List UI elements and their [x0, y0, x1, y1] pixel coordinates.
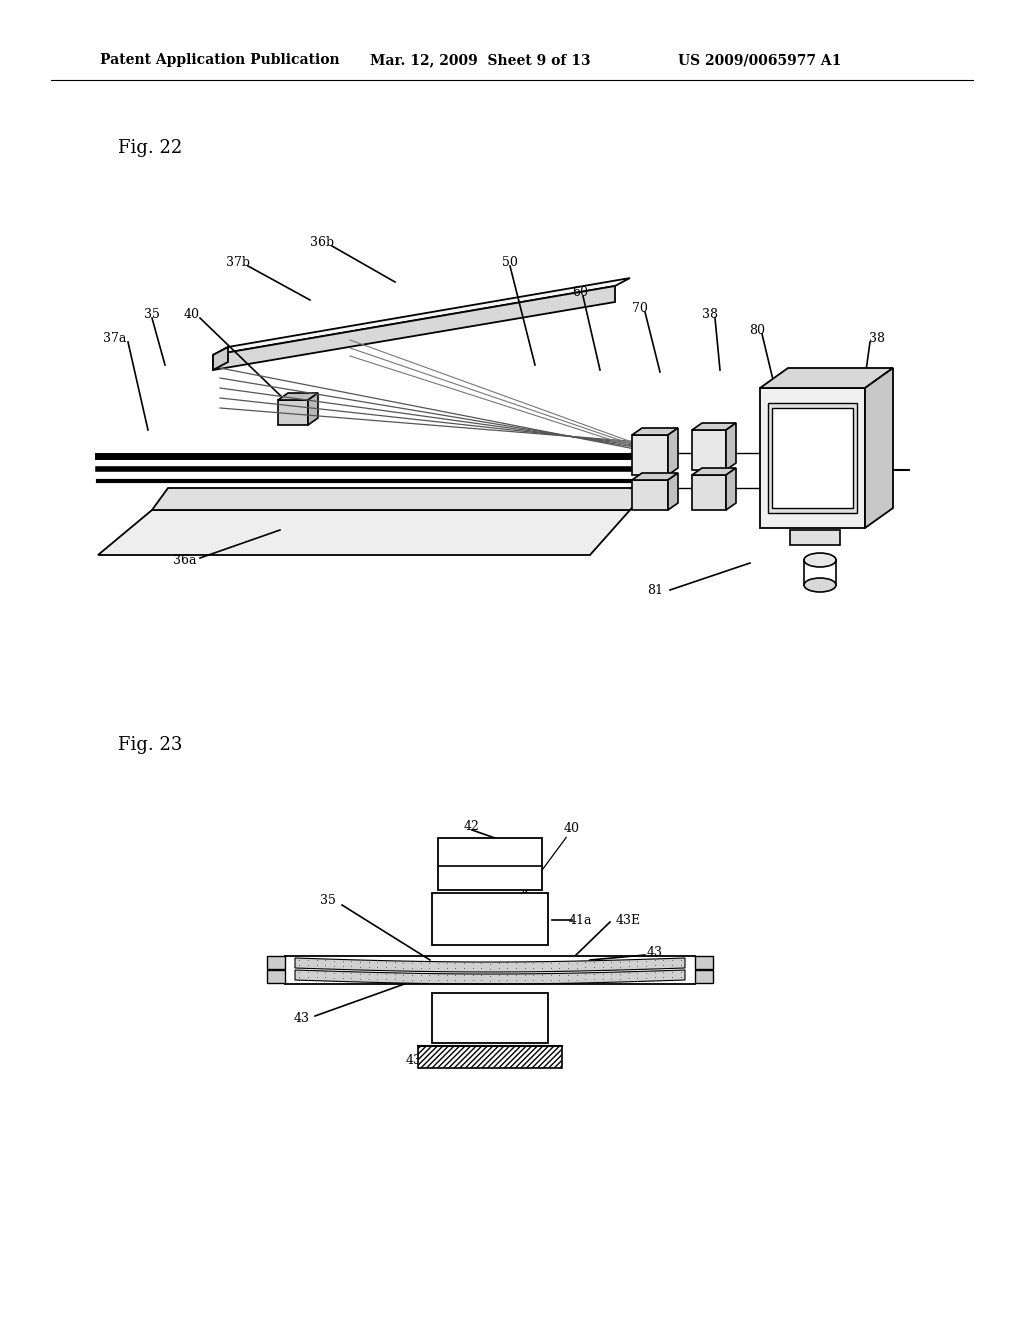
Polygon shape [632, 480, 668, 510]
Text: 40: 40 [564, 821, 580, 834]
Text: 35: 35 [321, 894, 336, 907]
Polygon shape [213, 279, 630, 355]
Text: Fig. 22: Fig. 22 [118, 139, 182, 157]
Text: 81: 81 [647, 583, 663, 597]
Text: 43E: 43E [615, 913, 641, 927]
Polygon shape [692, 475, 726, 510]
Text: Fig. 23: Fig. 23 [118, 737, 182, 754]
Polygon shape [632, 428, 678, 436]
Polygon shape [692, 469, 736, 475]
Text: 70: 70 [632, 301, 648, 314]
Text: 37b: 37b [226, 256, 250, 268]
Bar [695, 970, 713, 983]
Polygon shape [692, 422, 736, 430]
Polygon shape [278, 393, 318, 400]
Text: 43E: 43E [406, 1053, 430, 1067]
Polygon shape [152, 488, 650, 510]
Polygon shape [308, 393, 318, 425]
Polygon shape [295, 970, 685, 983]
Text: 43: 43 [294, 1011, 310, 1024]
Polygon shape [726, 422, 736, 470]
Polygon shape [668, 473, 678, 510]
Ellipse shape [804, 553, 836, 568]
Polygon shape [726, 469, 736, 510]
Text: 36a: 36a [173, 553, 197, 566]
Polygon shape [790, 531, 840, 545]
Polygon shape [213, 347, 228, 370]
Bar [267, 970, 285, 983]
Polygon shape [278, 400, 308, 425]
Bar [432, 993, 548, 1043]
Text: 43: 43 [647, 946, 663, 960]
Text: 35: 35 [144, 309, 160, 322]
Bar [432, 894, 548, 945]
Text: Mar. 12, 2009  Sheet 9 of 13: Mar. 12, 2009 Sheet 9 of 13 [370, 53, 590, 67]
Text: 80: 80 [749, 323, 765, 337]
Bar [438, 838, 542, 890]
Ellipse shape [804, 578, 836, 591]
Polygon shape [632, 473, 678, 480]
Bar [695, 956, 713, 969]
Text: US 2009/0065977 A1: US 2009/0065977 A1 [678, 53, 842, 67]
Text: 38: 38 [702, 309, 718, 322]
Polygon shape [98, 510, 630, 554]
Polygon shape [213, 286, 615, 370]
Bar [768, 403, 857, 513]
Polygon shape [760, 368, 893, 388]
Bar [267, 956, 285, 969]
Polygon shape [692, 430, 726, 470]
Text: 41a: 41a [568, 913, 592, 927]
Bar [772, 408, 853, 508]
Text: 40: 40 [184, 309, 200, 322]
Text: 36b: 36b [310, 235, 334, 248]
Polygon shape [865, 368, 893, 528]
Bar [418, 1045, 562, 1068]
Text: 38: 38 [869, 331, 885, 345]
Polygon shape [760, 388, 865, 528]
Polygon shape [295, 958, 685, 972]
Text: 42: 42 [464, 820, 480, 833]
Polygon shape [632, 436, 668, 475]
Polygon shape [668, 428, 678, 475]
Text: 37a: 37a [103, 331, 127, 345]
Text: 50: 50 [502, 256, 518, 269]
Text: Patent Application Publication: Patent Application Publication [100, 53, 340, 67]
Text: 41b: 41b [528, 1056, 552, 1069]
Text: 60: 60 [572, 285, 588, 298]
